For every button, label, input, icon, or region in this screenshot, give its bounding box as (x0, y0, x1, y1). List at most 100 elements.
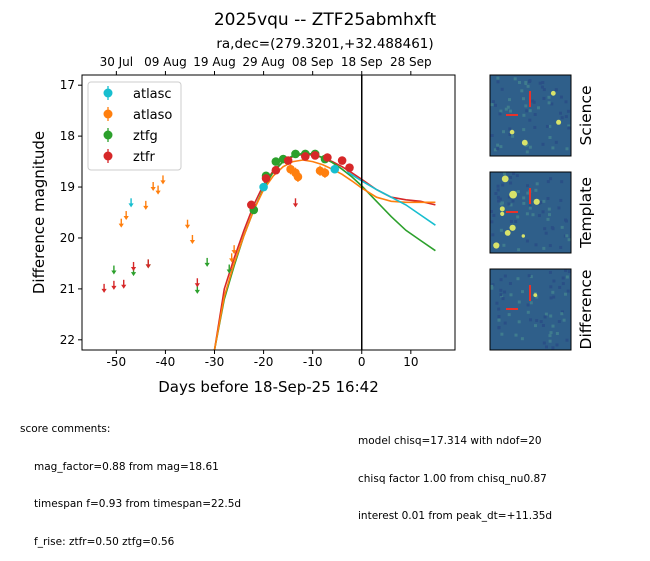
detection-point-atlaso (320, 167, 330, 178)
stamp-noise (497, 199, 500, 203)
legend-marker (103, 151, 113, 161)
stamp-noise (533, 113, 537, 116)
stamp-noise (516, 215, 520, 219)
stamp-noise (509, 293, 513, 297)
stamp-star (500, 211, 505, 216)
stamp-star (501, 175, 509, 183)
stamp-noise (515, 174, 519, 178)
stamp-noise (554, 88, 558, 92)
stamp-noise (529, 275, 533, 279)
y-tick-label: 17 (60, 78, 75, 92)
detection-marker (323, 153, 332, 162)
stamp-noise (542, 96, 546, 100)
y-tick-label: 20 (60, 231, 75, 245)
stamp-noise (516, 277, 520, 281)
detection-marker (271, 157, 281, 166)
stamp-noise (565, 234, 569, 238)
stamp-noise (541, 324, 545, 327)
stamp-noise (499, 288, 503, 292)
stamp-noise (490, 134, 494, 137)
upper-limit-head (155, 190, 161, 195)
stamp-noise (548, 136, 552, 139)
stamp-noise (490, 210, 493, 213)
y-tick-label: 18 (60, 129, 75, 143)
stamp-noise (520, 89, 524, 93)
stamp-noise (512, 172, 516, 175)
stamp-noise (499, 293, 503, 297)
stamp-noise (517, 248, 521, 252)
stamp-noise (492, 213, 496, 217)
stamp-frame (489, 171, 572, 254)
stamp-noise (509, 203, 513, 207)
detection-point-ztfg (271, 157, 281, 166)
upper-limit-head (118, 223, 124, 228)
upper-limit-marker-ztfr (101, 283, 107, 293)
stamp-noise (495, 301, 499, 305)
stamp-noise (526, 310, 530, 314)
upper-limit-head (123, 216, 129, 221)
stamp-noise (514, 220, 518, 223)
stamp-star (533, 198, 540, 205)
figure-subtitle: ra,dec=(279.3201,+32.488461) (216, 36, 433, 52)
upper-limit-head (145, 264, 151, 269)
upper-limit-head (229, 258, 235, 263)
stamp-noise (509, 176, 512, 179)
stamp-noise (539, 320, 543, 324)
stamp-noise (501, 201, 504, 205)
detection-marker (293, 172, 303, 182)
legend-label: ztfg (133, 129, 158, 144)
stamp-noise (548, 244, 552, 248)
detection-point-ztfr (301, 152, 310, 161)
detection-point-atlaso (293, 171, 303, 182)
stamp-frame (489, 74, 572, 157)
x-tick-label: -10 (303, 355, 323, 369)
upper-limit-head (143, 205, 149, 210)
stamp-noise (566, 289, 570, 293)
stamp-noise (560, 225, 564, 229)
y-axis-label: Difference magnitude (30, 131, 48, 294)
x-tick-label: 10 (403, 355, 418, 369)
stamp-noise (526, 303, 530, 307)
stamp-noise (490, 103, 494, 107)
detection-marker (259, 182, 268, 192)
stamp-noise (525, 109, 529, 113)
stamp-noise (542, 341, 546, 345)
y-tick-label: 21 (60, 282, 75, 296)
legend-item-ztfg: ztfg (103, 128, 158, 144)
upper-limit-marker-atlaso (231, 245, 237, 255)
stamp-noise (551, 290, 555, 294)
stamp-noise (542, 199, 546, 203)
stamp-noise (501, 183, 505, 187)
stamp-noise (559, 245, 563, 249)
x-tick-label: -50 (107, 355, 127, 369)
upper-limit-marker-atlaso (118, 218, 124, 228)
model-comment-line: chisq factor 1.00 from chisq_nu0.87 (358, 472, 547, 485)
detection-point-ztfr (310, 151, 320, 160)
stamp-noise (524, 80, 528, 84)
stamp-noise (541, 81, 545, 84)
stamp-noise (497, 318, 501, 322)
stamp-noise (491, 233, 495, 237)
stamp-noise (522, 97, 525, 101)
stamp-noise (567, 126, 571, 130)
stamp-star (504, 230, 511, 236)
stamp-noise (524, 104, 528, 108)
upper-limit-head (130, 272, 137, 277)
stamp-noise (534, 243, 538, 247)
stamp-noise (491, 283, 495, 287)
stamp-noise (548, 339, 552, 343)
x-tick-label: 0 (358, 355, 366, 369)
stamp-noise (542, 246, 546, 250)
stamp-noise (559, 95, 563, 99)
stamp-noise (560, 180, 564, 184)
stamp-noise (496, 195, 500, 199)
stamp-noise (517, 300, 521, 304)
stamp-noise (546, 217, 550, 221)
image-stamp: Science (489, 74, 595, 157)
stamp-noise (537, 106, 540, 110)
stamp-noise (561, 282, 565, 286)
detection-point-ztfr (261, 174, 271, 183)
stamp-star (550, 90, 556, 96)
detection-marker (337, 156, 347, 165)
stamp-noise (535, 319, 539, 323)
